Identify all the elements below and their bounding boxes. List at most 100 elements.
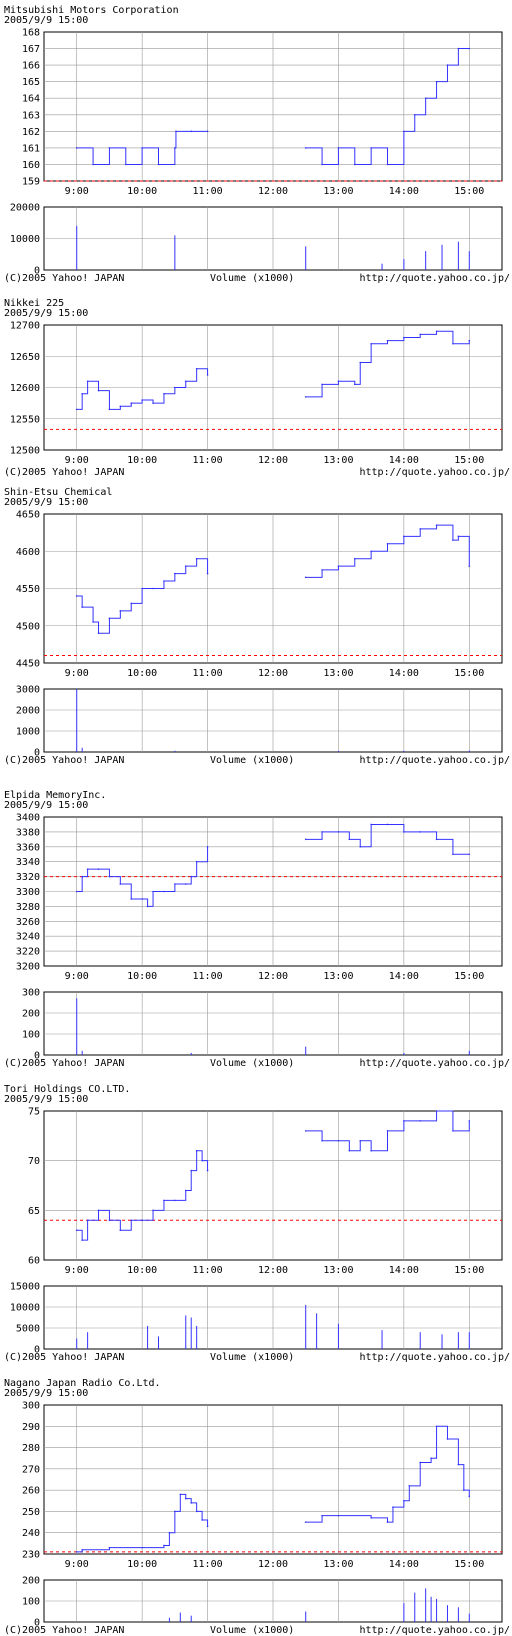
y-tick-label: 3300 [16,887,40,898]
price-point [468,47,471,50]
volume-y-tick-label: 100 [22,1030,40,1041]
y-tick-label: 70 [28,1156,40,1167]
price-point [452,853,454,856]
price-point [468,1120,471,1122]
source-url[interactable]: http://quote.yahoo.co.jp/ [359,1625,510,1636]
x-tick-label: 12:00 [258,971,288,982]
price-point [108,1219,111,1222]
price-point [304,396,307,398]
y-tick-label: 167 [22,44,40,55]
price-frame: 3200 3220 3240 3260 3280 3300 3320 3340 3360 3380… [16,813,503,982]
y-tick-label: 290 [22,1422,40,1433]
x-tick-label: 9:00 [65,1265,89,1276]
price-point [386,1130,389,1132]
y-tick-label: 159 [22,177,40,188]
price-point [435,1110,438,1112]
price-point [97,1209,100,1212]
price-point [190,1169,193,1172]
price-point [452,342,454,345]
price-point [419,1120,422,1122]
price-point [163,1544,165,1547]
x-tick-label: 13:00 [323,668,353,679]
price-line-afternoon [305,823,470,855]
volume-y-tick-label: 5000 [16,1324,40,1335]
y-tick-label: 280 [22,1443,40,1454]
volume-y-tick-label: 2000 [16,706,40,717]
price-point [119,405,122,408]
source-url[interactable]: http://quote.yahoo.co.jp/ [359,1058,510,1069]
price-point [337,1140,340,1142]
price-frame: 230 240 250 260 270 280 290 300 9:00 10:00 11:00 12… [22,1401,503,1570]
price-point [403,1120,405,1122]
price-point [81,392,83,395]
y-tick-label: 3260 [16,917,40,928]
price-point [403,535,405,538]
y-tick-label: 4600 [16,547,40,558]
y-tick-label: 165 [22,77,40,88]
x-tick-label: 10:00 [127,455,157,466]
price-point [201,1159,203,1162]
chart-header: Nikkei 225 2005/9/9 15:00 [4,299,88,319]
price-point [92,621,94,623]
volume-label: Volume (x1000) [210,755,295,766]
source-url[interactable]: http://quote.yahoo.co.jp/ [359,273,510,284]
chart-header: Tori Holdings CO.LTD. 2005/9/9 15:00 [4,1085,130,1105]
y-tick-label: 3360 [16,842,40,853]
price-point [152,402,154,404]
source-url[interactable]: http://quote.yahoo.co.jp/ [359,755,510,766]
source-url[interactable]: http://quote.yahoo.co.jp/ [359,467,510,478]
price-point [457,1463,460,1466]
chart-header: Nagano Japan Radio Co.Ltd. 2005/9/9 15:00 [4,1379,161,1399]
price-point [184,1189,187,1192]
price-point [353,383,356,386]
price-point [337,565,340,567]
x-tick-label: 9:00 [65,455,89,466]
y-tick-label: 3240 [16,932,40,943]
volume-frame: 0 1000 2000 3000 [16,685,503,759]
price-point [108,617,111,620]
price-point [174,147,176,149]
x-tick-label: 13:00 [323,1265,353,1276]
price-point [190,1502,193,1504]
price-point [119,1229,122,1231]
source-url[interactable]: http://quote.yahoo.co.jp/ [359,1352,510,1363]
price-line-morning [76,558,209,634]
x-tick-label: 13:00 [323,455,353,466]
x-tick-label: 10:00 [127,186,157,197]
price-point [452,1130,454,1132]
price-point [184,883,187,885]
price-point [468,565,471,567]
y-tick-label: 3340 [16,857,40,868]
volume-y-tick-label: 0 [34,266,40,277]
price-point [81,875,83,878]
price-point [174,386,176,389]
price-line-afternoon [305,1425,470,1523]
price-point [304,1130,307,1132]
chart-title: Nagano Japan Radio Co.Ltd. [4,1378,161,1389]
y-tick-label: 260 [22,1486,40,1497]
price-point [141,1219,143,1222]
volume-y-tick-label: 300 [22,988,40,999]
x-tick-label: 14:00 [389,455,419,466]
price-point [435,1425,438,1428]
y-tick-label: 3380 [16,827,40,838]
price-point [81,1548,83,1551]
x-tick-label: 15:00 [454,971,484,982]
price-point [141,399,143,401]
volume-y-tick-label: 1000 [16,727,40,738]
chart-timestamp: 2005/9/9 15:00 [4,1094,89,1105]
price-point [370,550,372,553]
price-point [130,402,133,404]
price-point [419,333,422,336]
x-tick-label: 11:00 [193,1265,223,1276]
price-line-morning [76,1150,209,1241]
x-tick-label: 15:00 [454,668,484,679]
price-point [370,342,372,345]
volume-frame: 0 10000 20000 [10,203,503,277]
y-tick-label: 4650 [16,510,40,521]
x-tick-label: 10:00 [127,1265,157,1276]
price-point [206,1525,209,1528]
price-point [130,1219,133,1222]
price-point [141,587,143,590]
price-line-afternoon [305,48,470,165]
